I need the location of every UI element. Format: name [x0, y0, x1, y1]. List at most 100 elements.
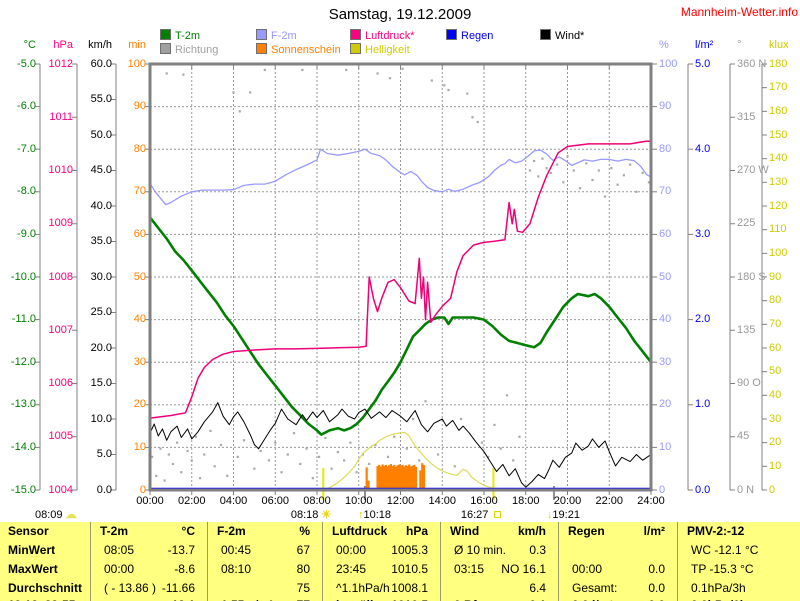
wind-direction-dot [447, 88, 450, 92]
x-tick-label: 22:00 [595, 495, 624, 507]
legend-item-luftdruck-: Luftdruck* [350, 29, 415, 42]
site-link[interactable]: Mannheim-Wetter.info [680, 5, 798, 19]
wind-direction-dot [597, 169, 600, 172]
table-cell-value: NO 16.1 [501, 563, 546, 576]
axis-unit-label: hPa [53, 39, 73, 51]
table-cell-value: 0.0 [648, 582, 665, 595]
wind-direction-dot [386, 455, 390, 458]
table-separator [440, 522, 441, 601]
wind-direction-dot [641, 171, 644, 174]
wind-direction-dot [411, 417, 415, 421]
y-tick-label: 30 [769, 412, 782, 425]
y-tick-label: 60 [133, 227, 146, 240]
wind-direction-dot [512, 459, 515, 462]
wind-direction-dot [545, 167, 548, 170]
legend-swatch [446, 29, 457, 40]
table-row-label: MinWert [8, 544, 56, 557]
sunshine-bar [389, 464, 392, 490]
table-col-unit: °C [181, 525, 195, 538]
wind-direction-dot [622, 174, 625, 177]
legend-label: Sonnenschein [271, 44, 341, 56]
table-cell-value: -8.6 [174, 563, 195, 576]
y-tick-label: 90 [769, 270, 782, 283]
y-tick-label: 25.0 [90, 306, 112, 318]
series-wind [149, 402, 652, 488]
wind-direction-dot [311, 477, 314, 480]
sun-icon: ☀ [321, 509, 332, 521]
y-tick-label: 55.0 [90, 93, 112, 105]
legend-swatch [350, 43, 361, 54]
legend-swatch [160, 43, 171, 54]
wind-direction-dot [180, 471, 183, 474]
legend-label: Helligkeit [365, 44, 410, 56]
table-separator [90, 522, 91, 601]
y-tick-label: 1012 [48, 57, 73, 70]
sunshine-bar [404, 465, 408, 490]
y-tick-label: 50 [133, 270, 146, 283]
y-tick-label: 1006 [48, 377, 73, 389]
sunshine-bar [383, 465, 386, 490]
sunshine-bar [376, 466, 379, 490]
y-tick-label: 180 S [737, 270, 766, 283]
wind-direction-dot [368, 462, 371, 466]
series-f-2m [149, 148, 652, 206]
table-separator [677, 522, 678, 601]
y-tick-label: 100 [769, 246, 788, 259]
y-tick-label: 225 [737, 217, 756, 230]
table-col-unit: l/m² [643, 525, 665, 538]
table-cell-time: 0.1hPa/3h [691, 582, 746, 595]
wind-direction-dot [466, 92, 469, 95]
y-tick-label: 5.0 [695, 57, 711, 70]
wind-direction-dot [629, 163, 632, 166]
wind-direction-dot [537, 175, 540, 178]
wind-direction-dot [471, 116, 474, 119]
wind-direction-dot [518, 435, 521, 438]
y-tick-label: 20 [659, 398, 672, 411]
y-tick-label: 90 O [737, 377, 761, 389]
wind-direction-dot [345, 68, 348, 72]
wind-direction-dot [480, 441, 484, 444]
table-cell-value: 1010.5 [391, 563, 428, 576]
sunshine-bar [386, 466, 389, 490]
y-tick-label: -5.0 [17, 57, 36, 70]
cloud-icon: ☁ [65, 509, 77, 521]
event-marker-1018: ↑10:18 [358, 509, 391, 521]
table-cell-time: bewölkt [336, 599, 381, 601]
y-tick-label: 40 [133, 313, 146, 326]
legend-item-richtung: Richtung [160, 43, 218, 56]
table-col-header: F-2m [217, 525, 246, 538]
wind-direction-dot [330, 467, 333, 470]
sunshine-bar [393, 464, 396, 490]
wind-direction-dot [436, 453, 440, 456]
wind-direction-dot [163, 479, 166, 482]
table-cell-time: 23:45 [336, 563, 367, 576]
y-tick-label: 70 [659, 185, 672, 198]
wind-direction-dot [424, 400, 427, 403]
sensor-table: Sensor MinWert MaxWert Durchschnitt 19.12, 2… [0, 522, 800, 601]
event-time: 16:27 [460, 509, 489, 521]
up-arrow-icon: ↑ [358, 509, 364, 521]
legend-item-helligkeit: Helligkeit [350, 43, 410, 56]
axis-unit-label: °C [23, 39, 36, 51]
wind-direction-dot [274, 441, 277, 444]
sunshine-bar [399, 466, 403, 490]
legend-swatch [160, 29, 171, 40]
table-cell-value: -11.66 [161, 582, 195, 595]
event-marker-0818: 08:18 ☀ [291, 509, 331, 521]
axis-unit-label: km/h [88, 39, 112, 51]
sunshine-bar [422, 464, 425, 490]
y-tick-label: 30 [659, 355, 672, 368]
series-t-2m [148, 216, 653, 436]
wind-direction-dot [249, 91, 252, 94]
y-tick-label: 60 [769, 341, 782, 354]
table-col-unit: % [299, 525, 310, 538]
y-tick-label: 0.0 [695, 483, 711, 496]
x-tick-label: 08:00 [303, 495, 331, 507]
y-tick-label: 90 [659, 100, 672, 113]
sunshine-bar [421, 463, 424, 490]
table-cell-time: 00:45 [221, 544, 252, 557]
y-tick-label: 1008 [48, 270, 73, 283]
table-cell-time: 00:00 [572, 563, 603, 576]
x-tick-label: 16:00 [470, 495, 498, 507]
y-tick-label: 140 [769, 152, 788, 165]
